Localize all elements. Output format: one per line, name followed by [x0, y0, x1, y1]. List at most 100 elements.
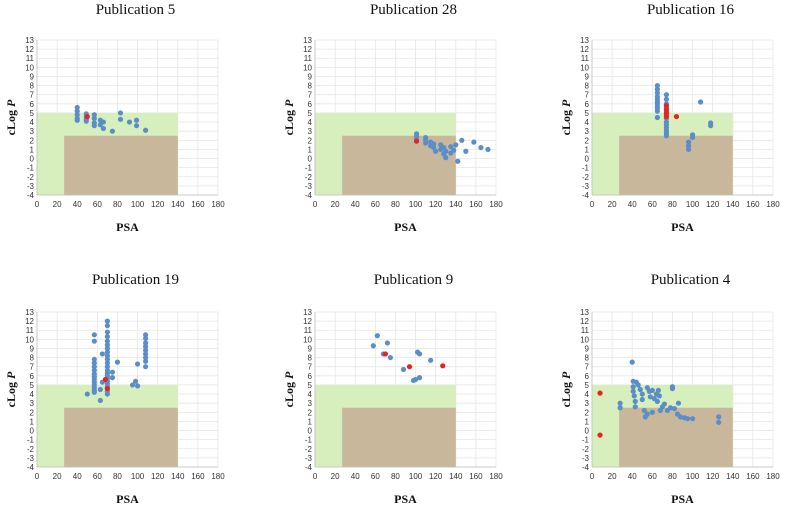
y-tick-label: 1 [585, 145, 590, 154]
data-point [104, 323, 110, 329]
data-point [423, 140, 429, 146]
data-point [663, 133, 670, 139]
chart-panel-2: Publication 28-4-3-2-1012345678910111213… [282, 2, 503, 234]
y-tick-label: 7 [308, 363, 313, 372]
x-axis-label: PSA [394, 492, 417, 506]
data-point [97, 386, 103, 393]
data-point [654, 90, 660, 96]
x-tick-label: 180 [211, 472, 225, 481]
x-tick-label: 140 [726, 472, 740, 481]
x-tick-label: 60 [371, 472, 380, 481]
data-point [654, 108, 660, 114]
x-tick-label: 40 [73, 200, 82, 209]
data-point [639, 391, 645, 397]
data-point [104, 353, 110, 359]
x-tick-label: 0 [313, 200, 318, 209]
x-tick-label: 100 [409, 200, 423, 209]
data-point [463, 148, 469, 154]
y-axis-label-prefix: cLog [282, 107, 296, 135]
data-point [644, 411, 650, 417]
y-tick-label: 13 [303, 36, 312, 45]
x-tick-label: 0 [35, 472, 40, 481]
y-tick-label: 3 [585, 127, 590, 136]
y-tick-label: -4 [582, 463, 590, 472]
data-point [655, 387, 661, 394]
y-tick-label: 11 [26, 54, 35, 63]
data-point [661, 401, 668, 407]
highlight-point [382, 351, 388, 357]
data-point [635, 382, 641, 388]
x-tick-label: 40 [351, 472, 360, 481]
data-point [114, 359, 121, 365]
y-tick-label: -3 [305, 182, 313, 191]
data-point [74, 112, 80, 118]
y-axis-label: cLog P [559, 371, 573, 407]
y-tick-label: 10 [303, 335, 312, 344]
y-tick-label: 6 [585, 100, 590, 109]
y-tick-label: 4 [30, 118, 35, 127]
x-tick-label: 120 [706, 200, 720, 209]
y-tick-label: 12 [580, 45, 589, 54]
tan-region [619, 135, 733, 195]
y-tick-label: 0 [585, 427, 590, 436]
data-point [74, 108, 80, 114]
y-tick-label: -4 [305, 191, 313, 200]
x-tick-label: 180 [489, 200, 503, 209]
y-axis-label-prefix: cLog [4, 379, 18, 407]
data-point [91, 360, 97, 366]
y-tick-label: 8 [30, 354, 35, 363]
data-point [663, 92, 670, 98]
y-tick-label: 12 [303, 317, 312, 326]
data-point [485, 146, 491, 153]
data-point [663, 96, 670, 102]
tan-region [619, 407, 733, 467]
x-tick-label: 80 [391, 472, 400, 481]
y-axis-label-prefix: cLog [559, 107, 573, 135]
y-tick-label: 5 [30, 109, 35, 118]
x-tick-label: 160 [469, 472, 483, 481]
data-point [91, 389, 97, 395]
data-point [387, 354, 394, 361]
panel-title: Publication 5 [96, 2, 176, 18]
data-point [631, 393, 637, 399]
y-tick-label: 10 [25, 63, 34, 72]
y-tick-label: 7 [30, 363, 35, 372]
data-point [689, 132, 696, 138]
y-tick-label: 1 [308, 145, 313, 154]
y-tick-label: 9 [308, 344, 313, 353]
tan-region [64, 135, 178, 195]
x-tick-label: 140 [726, 200, 740, 209]
y-tick-label: 8 [585, 82, 590, 91]
x-tick-label: 140 [171, 200, 185, 209]
panel-title: Publication 16 [647, 2, 735, 18]
data-point [629, 359, 635, 365]
y-tick-label: 10 [580, 63, 589, 72]
data-point [443, 155, 449, 161]
x-tick-label: 20 [53, 472, 62, 481]
data-point [384, 340, 390, 346]
x-tick-label: 20 [331, 200, 340, 209]
y-tick-label: -3 [582, 454, 590, 463]
data-point [459, 137, 465, 143]
y-tick-label: 6 [585, 372, 590, 381]
x-tick-label: 100 [131, 200, 145, 209]
x-axis-label: PSA [671, 220, 694, 234]
data-point [91, 115, 97, 122]
panel-title: Publication 4 [651, 272, 731, 288]
y-tick-label: 9 [30, 344, 35, 353]
y-tick-label: 8 [585, 354, 590, 363]
y-tick-label: 5 [30, 381, 35, 390]
y-tick-label: -3 [305, 454, 313, 463]
y-tick-label: -2 [582, 445, 590, 454]
data-point [641, 407, 647, 414]
data-point [428, 357, 434, 363]
panel-title: Publication 28 [370, 2, 457, 18]
y-tick-label: 2 [30, 136, 35, 145]
data-point [630, 388, 636, 394]
data-point [104, 338, 110, 344]
x-tick-label: 60 [648, 472, 657, 481]
data-point [134, 361, 141, 367]
x-tick-label: 140 [449, 200, 463, 209]
y-tick-label: 1 [30, 145, 35, 154]
